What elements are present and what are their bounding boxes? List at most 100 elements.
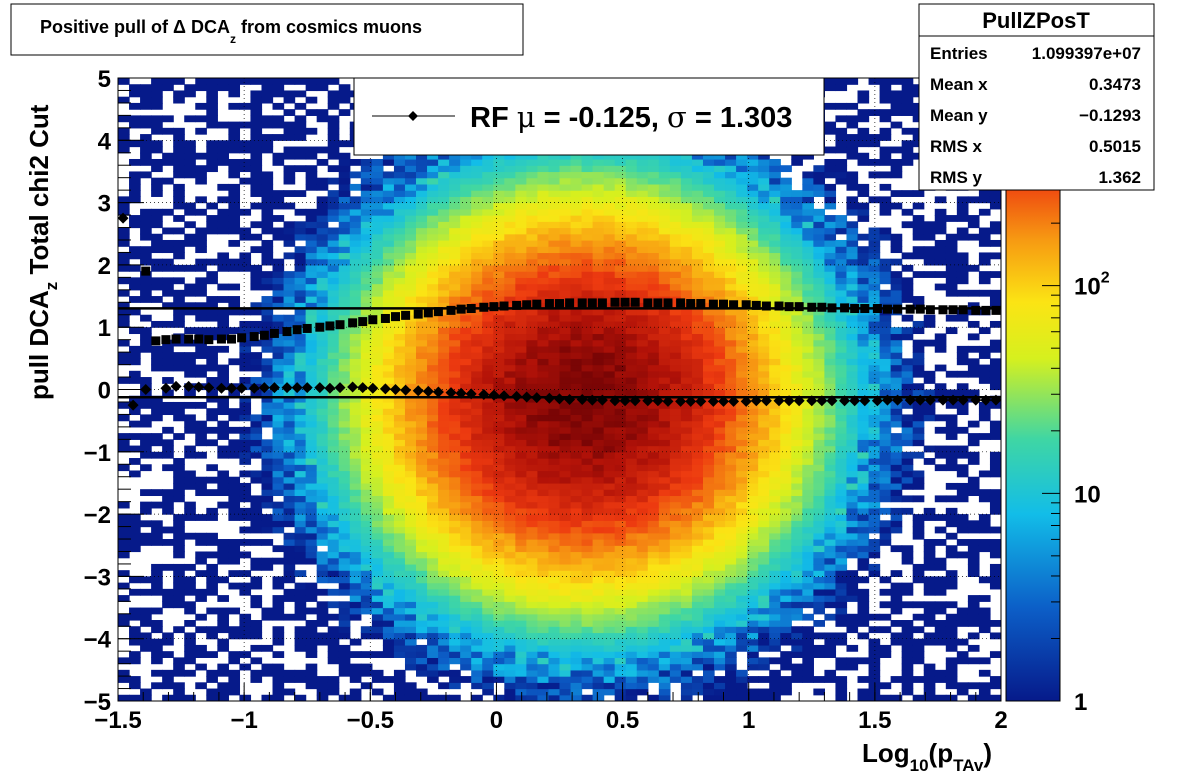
heatmap-cell xyxy=(559,233,572,241)
heatmap-cell xyxy=(338,177,351,185)
heatmap-cell xyxy=(239,470,252,478)
heatmap-cell xyxy=(393,177,406,185)
heatmap-cell xyxy=(581,215,594,222)
heatmap-cell xyxy=(625,669,638,677)
heatmap-cell xyxy=(471,520,483,528)
heatmap-cell xyxy=(416,532,428,540)
heatmap-cell xyxy=(747,445,759,453)
heatmap-cell xyxy=(747,264,759,272)
heatmap-cell xyxy=(570,239,583,247)
heatmap-cell xyxy=(680,595,693,602)
heatmap-cell xyxy=(438,482,450,490)
heatmap-cell xyxy=(173,526,185,534)
heatmap-cell xyxy=(449,563,461,571)
heatmap-cell xyxy=(714,327,726,335)
heatmap-cell xyxy=(261,613,274,621)
heatmap-cell xyxy=(438,445,450,453)
heatmap-cell xyxy=(162,177,174,185)
heatmap-cell xyxy=(669,302,682,310)
heatmap-cell xyxy=(758,464,770,472)
heatmap-cell xyxy=(217,482,229,490)
heatmap-cell xyxy=(217,252,229,260)
heatmap-cell xyxy=(669,177,682,185)
heatmap-cell xyxy=(725,358,737,366)
heatmap-cell xyxy=(404,339,417,347)
heatmap-cell xyxy=(515,408,527,416)
heatmap-cell xyxy=(371,196,384,204)
heatmap-cell xyxy=(206,551,218,559)
heatmap-cell xyxy=(360,489,373,497)
heatmap-cell xyxy=(614,370,627,378)
heatmap-cell xyxy=(736,644,748,652)
heatmap-cell xyxy=(239,588,252,596)
heatmap-cell xyxy=(493,183,505,191)
heatmap-cell xyxy=(515,557,527,565)
heatmap-cell xyxy=(217,595,229,602)
heatmap-cell xyxy=(382,501,395,509)
heatmap-cell xyxy=(504,451,516,459)
heatmap-cell xyxy=(427,420,439,428)
heatmap-cell xyxy=(261,221,274,229)
heatmap-cell xyxy=(493,370,505,378)
heatmap-cell xyxy=(338,526,351,534)
heatmap-cell xyxy=(758,626,770,634)
heatmap-cell xyxy=(449,327,461,335)
heatmap-cell xyxy=(316,476,329,484)
heatmap-cell xyxy=(559,588,572,596)
heatmap-cell xyxy=(217,501,229,509)
heatmap-cell xyxy=(559,557,572,565)
heatmap-cell xyxy=(327,482,340,490)
heatmap-cell xyxy=(129,377,141,384)
heatmap-cell xyxy=(173,476,185,484)
heatmap-cell xyxy=(658,345,671,353)
heatmap-cell xyxy=(736,626,748,634)
heatmap-cell xyxy=(349,370,362,378)
heatmap-cell xyxy=(471,177,483,185)
heatmap-cell xyxy=(725,557,737,565)
heatmap-cell xyxy=(427,613,439,621)
heatmap-cell xyxy=(570,626,583,634)
heatmap-cell xyxy=(382,545,395,553)
heatmap-cell xyxy=(614,308,627,316)
heatmap-cell xyxy=(702,171,715,179)
heatmap-cell xyxy=(592,320,605,328)
heatmap-cell xyxy=(416,177,428,185)
heatmap-cell xyxy=(327,227,340,235)
heatmap-cell xyxy=(173,669,185,677)
heatmap-cell xyxy=(294,582,307,590)
heatmap-cell xyxy=(669,414,682,422)
heatmap-cell xyxy=(702,694,715,701)
heatmap-cell xyxy=(471,588,483,596)
heatmap-cell xyxy=(427,327,439,335)
heatmap-cell xyxy=(283,227,296,235)
heatmap-cell xyxy=(261,420,274,428)
heatmap-cell xyxy=(736,507,748,515)
heatmap-cell xyxy=(460,539,472,546)
heatmap-cell xyxy=(283,401,296,409)
heatmap-cell xyxy=(758,233,770,241)
heatmap-cell xyxy=(338,283,351,291)
heatmap-cell xyxy=(195,551,207,559)
heatmap-cell xyxy=(438,165,450,173)
heatmap-cell xyxy=(360,215,373,222)
heatmap-cell xyxy=(758,507,770,515)
heatmap-cell xyxy=(482,644,494,652)
heatmap-cell xyxy=(393,196,406,204)
heatmap-cell xyxy=(151,414,163,422)
heatmap-cell xyxy=(250,426,263,434)
heatmap-cell xyxy=(581,638,594,646)
heatmap-cell xyxy=(736,495,748,503)
heatmap-cell xyxy=(471,208,483,216)
heatmap-cell xyxy=(173,657,185,665)
heatmap-cell xyxy=(570,657,583,665)
heatmap-cell xyxy=(471,638,483,646)
heatmap-cell xyxy=(217,258,229,266)
heatmap-cell xyxy=(338,233,351,241)
heatmap-cell xyxy=(438,221,450,229)
heatmap-cell xyxy=(250,669,263,677)
heatmap-cell xyxy=(427,451,439,459)
heatmap-cell xyxy=(526,395,539,403)
heatmap-cell xyxy=(537,489,550,497)
heatmap-cell xyxy=(548,638,561,646)
heatmap-cell xyxy=(316,109,329,116)
